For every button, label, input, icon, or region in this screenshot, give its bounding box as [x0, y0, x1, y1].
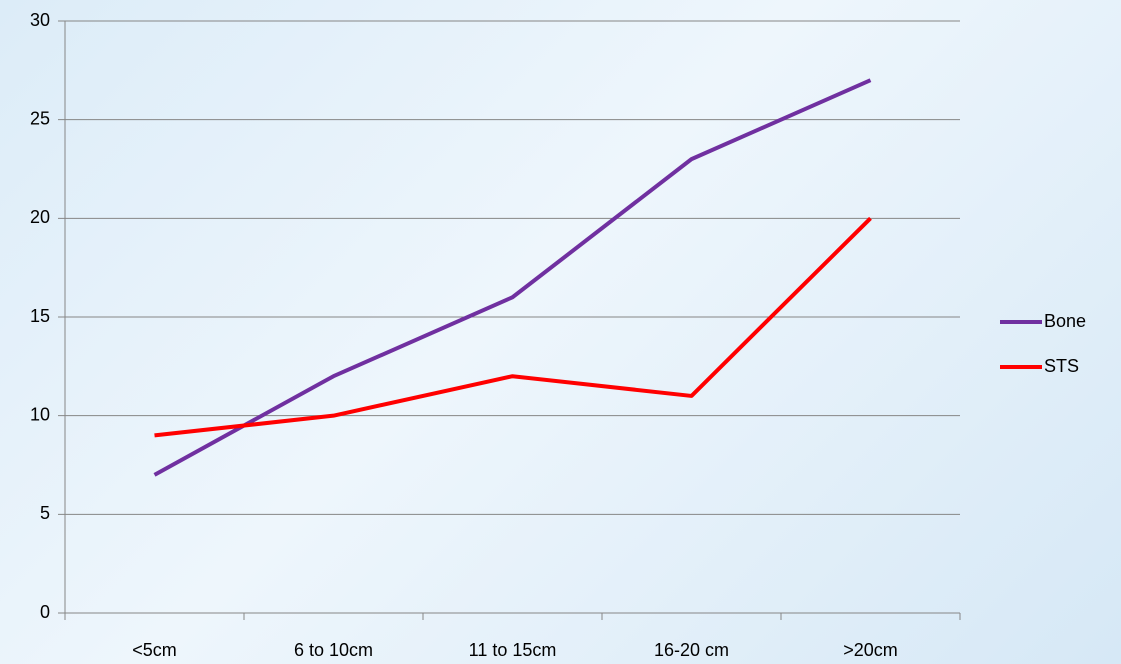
x-tick-label: >20cm	[843, 640, 898, 660]
x-tick-label: <5cm	[132, 640, 177, 660]
y-tick-label: 0	[40, 602, 50, 622]
legend-label: STS	[1044, 356, 1079, 376]
y-tick-label: 10	[30, 404, 50, 424]
x-tick-label: 16-20 cm	[654, 640, 729, 660]
y-tick-label: 5	[40, 503, 50, 523]
series-line	[154, 216, 872, 438]
y-tick-label: 30	[30, 10, 50, 30]
y-tick-label: 20	[30, 207, 50, 227]
series-line	[153, 78, 872, 477]
y-tick-label: 15	[30, 306, 50, 326]
x-tick-label: 6 to 10cm	[294, 640, 373, 660]
y-tick-label: 25	[30, 108, 50, 128]
x-tick-label: 11 to 15cm	[469, 640, 557, 660]
legend-label: Bone	[1044, 311, 1086, 331]
